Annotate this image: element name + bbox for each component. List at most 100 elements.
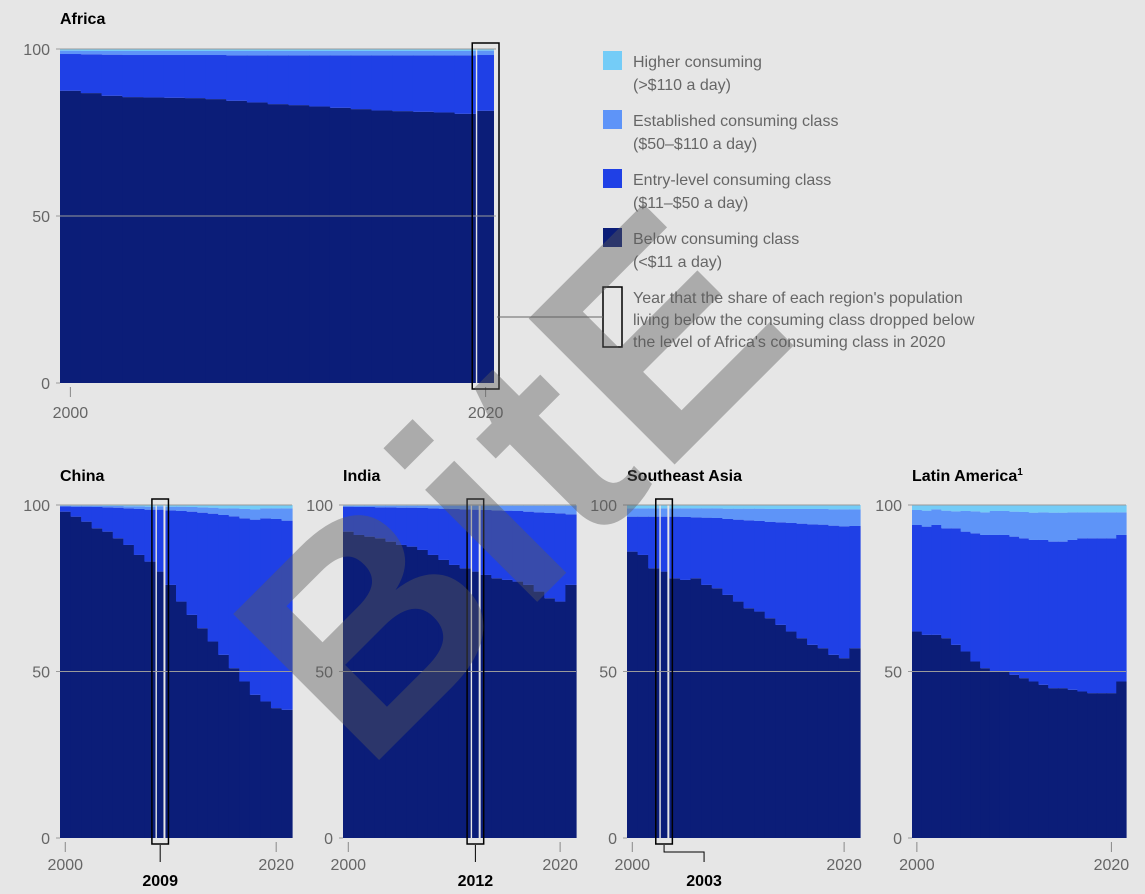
bar-2002-entry — [101, 54, 123, 96]
bar-2003-established — [374, 505, 386, 508]
bar-2013-below — [480, 574, 492, 838]
bar-2007-established — [205, 51, 227, 56]
bar-2004-established — [385, 505, 397, 508]
bar-2018-established — [533, 505, 545, 513]
bar-2012-higher — [309, 49, 331, 51]
bar-2000-entry — [60, 506, 72, 512]
bar-2013-entry — [197, 512, 209, 629]
bar-2002-higher — [101, 49, 123, 51]
bar-2000-entry — [627, 516, 639, 552]
bar-2012-higher — [186, 505, 198, 507]
bar-2007-higher — [980, 505, 991, 513]
highlight-frame-2012 — [466, 498, 485, 845]
legend-sub-established: ($50–$110 a day) — [633, 136, 757, 153]
legend-label-below: Below consuming class — [633, 231, 799, 248]
bar-2011-entry — [288, 55, 310, 106]
bar-2017-entry — [1077, 538, 1088, 692]
bar-2007-entry — [133, 509, 145, 555]
bar-2019-entry — [454, 55, 476, 114]
bar-2013-established — [1038, 512, 1049, 540]
bar-2018-below — [1087, 693, 1098, 838]
bar-2020-entry — [838, 526, 851, 659]
bar-2019-established — [1096, 512, 1108, 539]
bar-2015-below — [218, 654, 230, 838]
bar-2017-established — [523, 505, 535, 512]
x-tick-label-2000: 2000 — [47, 857, 83, 874]
bar-2010-established — [732, 508, 745, 520]
bar-2010-below — [267, 104, 289, 384]
bar-2007-established — [701, 508, 713, 518]
bar-2019-entry — [544, 512, 556, 599]
bar-2021-below — [281, 709, 293, 838]
bar-2016-established — [392, 51, 414, 56]
bar-2007-higher — [205, 49, 227, 51]
bar-2016-established — [1067, 512, 1078, 540]
bar-2008-higher — [144, 505, 156, 507]
bar-2007-below — [133, 554, 145, 838]
bar-2002-established — [364, 505, 376, 507]
bar-2018-entry — [533, 512, 545, 592]
bar-2008-below — [226, 100, 248, 384]
legend-swatch-below — [603, 228, 622, 247]
bar-2011-entry — [176, 510, 188, 602]
bar-2011-below — [176, 601, 188, 838]
bar-2018-below — [249, 694, 261, 838]
bar-2020-below — [838, 658, 851, 838]
chart-title: India — [343, 468, 380, 485]
bar-2011-higher — [1019, 505, 1030, 512]
bar-2017-established — [1077, 512, 1088, 539]
bar-2007-entry — [980, 534, 991, 669]
bar-2015-higher — [218, 505, 230, 509]
bar-2018-entry — [249, 519, 261, 695]
bar-2014-established — [207, 507, 219, 514]
bar-2008-entry — [427, 508, 439, 555]
bar-2014-below — [491, 578, 503, 838]
bar-2009-entry — [246, 55, 269, 103]
bar-2012-below — [472, 571, 479, 838]
bar-2019-established — [544, 505, 556, 513]
y-tick-label-0: 0 — [41, 376, 50, 393]
bar-2003-higher — [660, 505, 668, 509]
bar-2017-below — [1077, 691, 1088, 838]
bar-2012-entry — [186, 511, 198, 615]
bar-2020-higher — [270, 505, 283, 509]
bar-2012-below — [1028, 681, 1040, 838]
bar-2020-established — [270, 508, 283, 519]
bar-2010-below — [448, 564, 461, 838]
bar-2020-higher — [838, 505, 851, 510]
bar-2004-below — [143, 97, 165, 384]
bar-2007-below — [205, 99, 227, 383]
bar-2009-below — [722, 594, 734, 838]
bar-2014-established — [1048, 512, 1059, 542]
bar-2007-entry — [701, 517, 713, 585]
bar-2006-below — [406, 546, 418, 839]
bar-2014-higher — [207, 505, 219, 508]
bar-2004-entry — [950, 528, 962, 645]
y-tick-label-100: 100 — [306, 498, 333, 515]
bar-2020-established — [838, 509, 851, 527]
bar-2001-higher — [637, 505, 649, 509]
bar-2012-entry — [472, 509, 479, 572]
bar-2018-higher — [1087, 505, 1098, 513]
bar-2000-below — [627, 551, 639, 838]
bar-2008-entry — [226, 55, 248, 101]
bar-2008-below — [711, 588, 723, 838]
bar-2014-below — [1048, 688, 1059, 838]
bar-2009-higher — [156, 505, 164, 507]
bar-2003-established — [660, 508, 668, 517]
bar-2004-below — [950, 644, 962, 838]
bar-2015-established — [371, 51, 393, 56]
bar-2003-entry — [91, 507, 103, 529]
bar-2001-entry — [353, 507, 365, 535]
bar-2010-below — [1009, 674, 1020, 838]
callout-year-2012: 2012 — [458, 873, 494, 890]
bar-2005-below — [395, 544, 408, 838]
bar-2007-entry — [205, 55, 227, 100]
y-tick-label-50: 50 — [32, 665, 50, 682]
bar-2016-higher — [1067, 505, 1078, 513]
bar-2020-established — [554, 505, 567, 514]
bar-2000-established — [60, 505, 72, 507]
bar-2011-below — [743, 608, 755, 838]
bar-2018-entry — [433, 55, 456, 113]
